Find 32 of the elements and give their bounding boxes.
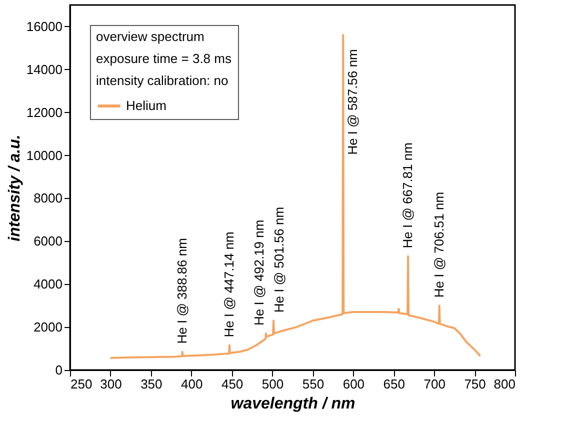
y-tick-label: 10000 xyxy=(26,148,62,163)
x-tick-label: 650 xyxy=(383,376,405,392)
y-tick-label: 0 xyxy=(55,362,62,378)
x-tick-label: 600 xyxy=(342,376,365,392)
y-tick-label: 14000 xyxy=(26,62,62,77)
annotation: He I @ 501.56 nm xyxy=(272,206,287,313)
annotation: He I @ 587.56 nm xyxy=(345,49,360,155)
y-tick-label: 4000 xyxy=(34,276,62,292)
annotation: He I @ 388.86 nm xyxy=(174,238,190,344)
y-tick-label: 6000 xyxy=(34,234,62,249)
annotation: He I @ 492.19 nm xyxy=(252,220,267,326)
x-tick-label: 250 xyxy=(70,376,92,392)
y-tick-label: 2000 xyxy=(34,320,62,335)
annotation: He I @ 706.51 nm xyxy=(431,192,446,298)
annotation: He I @ 447.14 nm xyxy=(222,232,237,338)
y-tick-label: 12000 xyxy=(26,104,62,120)
x-tick-label: 800 xyxy=(494,376,516,392)
x-tick-label: 500 xyxy=(262,376,284,392)
x-tick-label: 300 xyxy=(100,376,122,392)
legend-label: Helium xyxy=(126,98,166,113)
x-tick-label: 450 xyxy=(221,376,244,392)
x-tick-label: 350 xyxy=(140,376,162,392)
legend-title: overview spectrum exposure time = 3.8 ms intensity calibration: no xyxy=(96,29,232,88)
y-tick-label: 16000 xyxy=(26,18,62,34)
x-axis-title: wavelength / nm xyxy=(230,396,356,412)
x-tick-label: 750 xyxy=(464,376,486,392)
annotation: He I @ 667.81 nm xyxy=(400,142,416,248)
x-tick-label: 400 xyxy=(181,376,203,392)
x-tick-label: 700 xyxy=(424,376,446,392)
x-tick-label: 550 xyxy=(302,376,324,392)
y-tick-label: 8000 xyxy=(34,190,62,206)
y-axis-title: intensity / a.u. xyxy=(6,134,24,242)
